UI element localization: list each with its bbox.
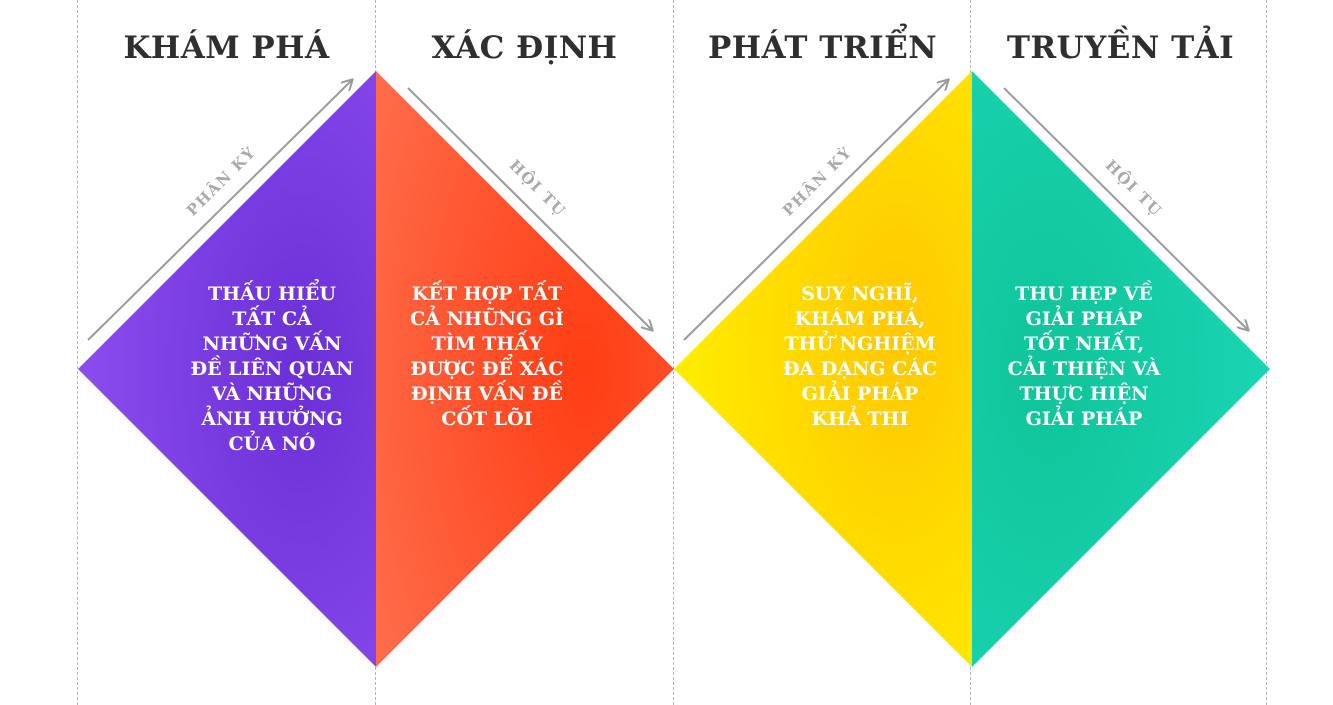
diamond-half-develop (674, 71, 972, 667)
converge-arrow (407, 87, 652, 330)
diverge-arrow (683, 80, 948, 341)
phase-description: SUY NGHĨ, KHÁM PHÁ, THỬ NGHIỆM ĐA DẠNG C… (782, 283, 938, 430)
phase-heading: XÁC ĐỊNH (431, 30, 618, 66)
divider-line (77, 0, 78, 705)
phase-heading: KHÁM PHÁ (123, 30, 330, 66)
diamond-half-discover (78, 71, 376, 667)
converge-arrow (1003, 87, 1248, 330)
diamond-half-deliver (972, 71, 1270, 667)
phase-description: THẤU HIỂU TẤT CẢ NHỮNG VẤN ĐỀ LIÊN QUAN … (190, 283, 354, 455)
divider-line (1266, 0, 1267, 705)
phase-description: KẾT HỢP TẤT CẢ NHỮNG GÌ TÌM THẤY ĐƯỢC ĐỂ… (410, 283, 564, 430)
phase-heading: TRUYỀN TẢI (1006, 30, 1235, 66)
phase-description: THU HẸP VỀ GIẢI PHÁP TỐT NHẤT, CẢI THIỆN… (1007, 283, 1161, 430)
divider-line (673, 0, 674, 705)
diverge-arrow (87, 80, 352, 341)
diamond-half-define (376, 71, 674, 667)
phase-heading: PHÁT TRIỂN (707, 30, 938, 66)
